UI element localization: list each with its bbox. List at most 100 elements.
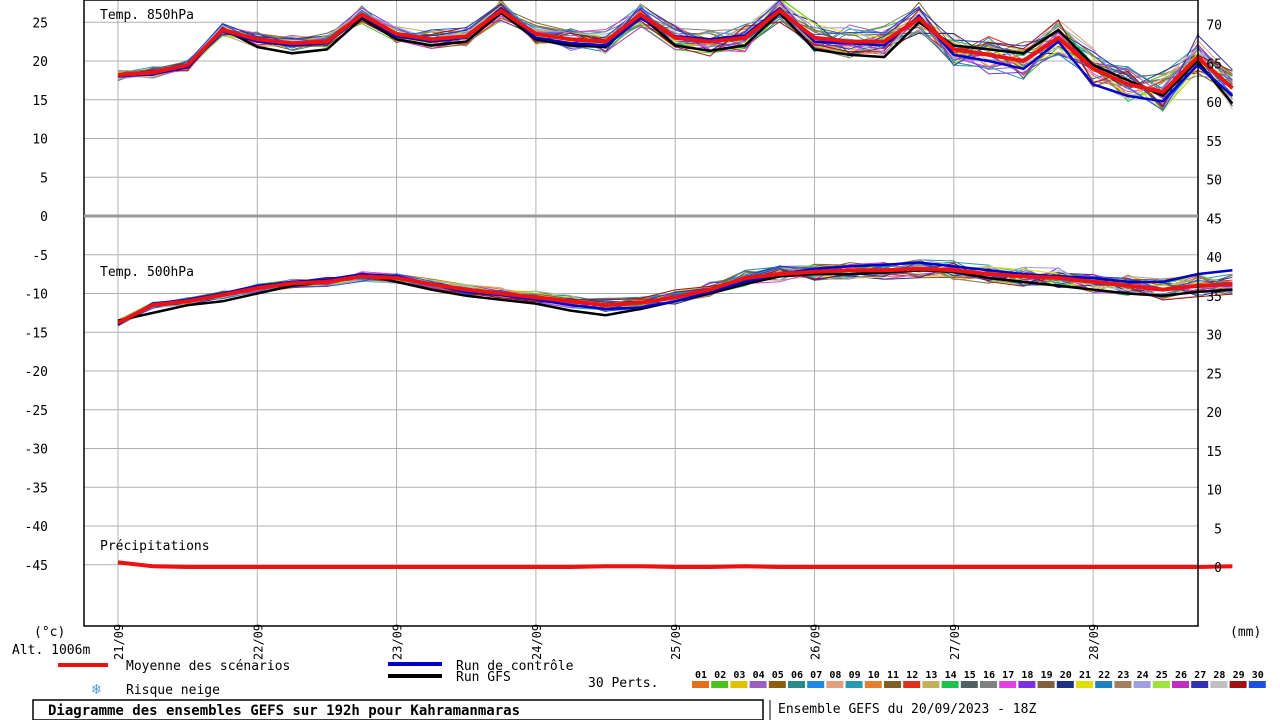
mean-line xyxy=(117,266,1233,325)
chart-title: Diagramme des ensembles GEFS sur 192h po… xyxy=(48,703,520,719)
right-tick-label: 0 xyxy=(1214,561,1222,576)
pert-line-850 xyxy=(117,6,1233,99)
left-tick-label: -5 xyxy=(32,249,48,264)
left-tick-label: -40 xyxy=(25,520,48,535)
title-box xyxy=(32,699,764,720)
pert-legend-label: 15 xyxy=(964,670,976,681)
pert-legend-label: 16 xyxy=(983,670,995,681)
pert-legend-label: 18 xyxy=(1021,670,1033,681)
left-axis-ticks: 25 20 15 10 5 0 -5 -10 -15 -20 -25 -30 -35 -40 -45 xyxy=(25,16,48,574)
pert-legend-swatch xyxy=(941,681,959,688)
pert-legend-swatch xyxy=(1210,681,1228,688)
pert-legend-label: 11 xyxy=(887,670,899,681)
pert-legend-swatch xyxy=(960,681,978,688)
label-t850: Temp. 850hPa xyxy=(100,8,194,23)
left-tick-label: -15 xyxy=(25,326,48,341)
pert-legend-label: 01 xyxy=(695,670,707,681)
left-tick-label: 0 xyxy=(40,210,48,225)
left-tick-label: -10 xyxy=(25,288,48,303)
pert-legend-swatch xyxy=(1229,681,1247,688)
pert-legend-label: 21 xyxy=(1079,670,1091,681)
pert-legend-swatch xyxy=(692,681,709,688)
left-tick-label: -30 xyxy=(25,443,48,458)
legend-control-label: Run de contrôle xyxy=(456,659,574,674)
pert-legend-label: 05 xyxy=(772,670,784,681)
pert-legend-swatch xyxy=(1056,681,1074,688)
pert-legend-swatch xyxy=(864,681,882,688)
pert-legend-swatch xyxy=(1018,681,1036,688)
right-tick-label: 70 xyxy=(1206,19,1222,34)
left-tick-label: -45 xyxy=(25,559,48,574)
right-tick-label: 60 xyxy=(1206,96,1222,111)
label-t500: Temp. 500hPa xyxy=(100,265,194,280)
unit-left: (°c) xyxy=(34,625,65,640)
altitude-label: Alt. 1006m xyxy=(12,643,90,658)
legend-gfs-label: Run GFS xyxy=(456,670,511,685)
date-tick-label: 27/09 xyxy=(948,624,962,660)
pert-legend-swatch xyxy=(1076,681,1093,688)
pert-legend-swatch xyxy=(711,681,729,688)
pert-legend-swatch xyxy=(826,681,844,688)
date-tick-label: 25/09 xyxy=(669,624,683,660)
right-tick-label: 35 xyxy=(1206,290,1222,305)
pert-legend-swatch xyxy=(980,681,997,688)
pert-legend-label: 26 xyxy=(1175,670,1187,681)
pert-legend-label: 04 xyxy=(753,670,765,681)
pert-legend-label: 03 xyxy=(733,670,745,681)
pert-legend-swatch xyxy=(749,681,767,688)
pert-legend-swatch xyxy=(1152,681,1170,688)
left-tick-label: 10 xyxy=(32,133,48,148)
pert-legend-swatch xyxy=(1037,681,1055,688)
plot-frame xyxy=(83,0,1199,627)
pert-legend-swatch xyxy=(1248,681,1266,688)
pert-legend-swatch xyxy=(1172,681,1189,688)
right-tick-label: 45 xyxy=(1206,212,1222,227)
left-tick-label: -20 xyxy=(25,365,48,380)
pert-legend-label: 06 xyxy=(791,670,803,681)
left-tick-label: 20 xyxy=(32,55,48,70)
legend-perts-label: 30 Perts. xyxy=(588,676,658,691)
chart-subtitle: Ensemble GEFS du 20/09/2023 - 18Z xyxy=(778,702,1036,717)
pert-legend-label: 12 xyxy=(906,670,918,681)
right-tick-label: 55 xyxy=(1206,135,1222,150)
pert-legend-label: 10 xyxy=(868,670,880,681)
left-tick-label: -35 xyxy=(25,481,48,496)
mean-line xyxy=(117,8,1234,95)
pert-legend-swatch xyxy=(922,681,940,688)
left-tick-label: 25 xyxy=(32,16,48,31)
pert-legend-label: 24 xyxy=(1137,670,1149,681)
pert-legend-label: 08 xyxy=(829,670,841,681)
right-tick-label: 10 xyxy=(1206,484,1222,499)
pert-legend-label: 07 xyxy=(810,670,822,681)
pert-legend-swatch xyxy=(768,681,786,688)
pert-legend-label: 25 xyxy=(1156,670,1168,681)
date-tick-label: 28/09 xyxy=(1087,624,1101,660)
pert-legend-swatch xyxy=(788,681,805,688)
legend-snow-label: Risque neige xyxy=(126,683,220,698)
right-tick-label: 40 xyxy=(1206,251,1222,266)
pert-legend-swatch xyxy=(1133,681,1151,688)
right-tick-label: 25 xyxy=(1206,367,1222,382)
right-tick-label: 20 xyxy=(1206,406,1222,421)
pert-legend-label: 29 xyxy=(1233,670,1245,681)
snowflake-icon: ❄ xyxy=(92,680,101,698)
pert-legend-label: 20 xyxy=(1060,670,1072,681)
left-tick-label: 5 xyxy=(40,171,48,186)
date-tick-label: 23/09 xyxy=(391,624,405,660)
pert-legend-label: 30 xyxy=(1252,670,1264,681)
gfs-line xyxy=(117,11,1234,105)
pert-legend-label: 13 xyxy=(925,670,937,681)
pert-legend-label: 02 xyxy=(714,670,726,681)
pert-legend-swatch xyxy=(999,681,1017,688)
date-tick-label: 22/09 xyxy=(251,624,265,660)
unit-right: (mm) xyxy=(1230,625,1261,640)
pert-legend-swatch xyxy=(807,681,825,688)
pert-legend-label: 14 xyxy=(945,670,957,681)
perturbation-legend: 01 02 03 04 05 06 07 08 09 10 11 12 13 14 15 16 17 18 19 20… xyxy=(692,670,1266,688)
pert-line-850 xyxy=(117,4,1233,107)
label-precip: Précipitations xyxy=(100,539,210,554)
pert-legend-label: 27 xyxy=(1194,670,1206,681)
